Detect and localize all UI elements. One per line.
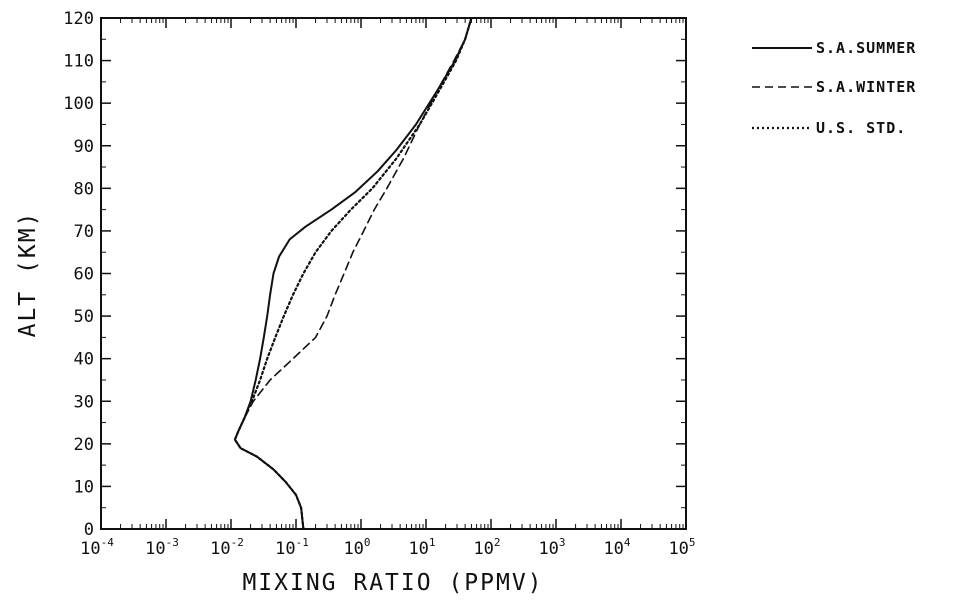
y-tick-label: 60 bbox=[74, 265, 94, 285]
y-tick-label: 50 bbox=[74, 307, 94, 327]
x-tick-labels: 10-4 10-3 10-2 10-1 100 101 102 103 104 105 bbox=[80, 536, 695, 559]
x-tick-label: 104 bbox=[603, 536, 630, 559]
x-tick-label: 10-1 bbox=[275, 536, 309, 559]
legend-label: S.A.WINTER bbox=[816, 78, 916, 96]
y-axis-title: ALT (KM) bbox=[15, 211, 41, 338]
y-tick-label: 110 bbox=[63, 52, 94, 72]
plot-frame bbox=[100, 17, 687, 530]
legend-label: U.S. STD. bbox=[816, 119, 906, 137]
y-tick-labels: 0 10 20 30 40 50 60 70 80 90 100 110 120 bbox=[63, 9, 94, 540]
legend: S.A.SUMMER S.A.WINTER U.S. STD. bbox=[752, 39, 916, 137]
x-tick-label: 10-4 bbox=[80, 536, 114, 559]
axis-ticks bbox=[100, 17, 687, 530]
x-tick-label: 10-3 bbox=[145, 536, 179, 559]
y-tick-label: 10 bbox=[74, 477, 94, 497]
series-line-dashed bbox=[234, 17, 473, 530]
series-line-dotted bbox=[233, 16, 473, 531]
y-tick-label: 30 bbox=[74, 392, 94, 412]
x-tick-label: 100 bbox=[343, 536, 370, 559]
x-tick-label: 10-2 bbox=[210, 536, 244, 559]
y-tick-label: 120 bbox=[63, 9, 94, 29]
y-tick-label: 40 bbox=[74, 350, 94, 370]
x-axis-title: MIXING RATIO (PPMV) bbox=[242, 570, 543, 596]
legend-label: S.A.SUMMER bbox=[816, 39, 916, 57]
y-tick-label: 80 bbox=[74, 179, 94, 199]
x-tick-label: 105 bbox=[668, 536, 695, 559]
series-layer bbox=[233, 16, 473, 531]
x-tick-label: 101 bbox=[408, 536, 435, 559]
y-tick-label: 90 bbox=[74, 137, 94, 157]
y-tick-label: 70 bbox=[74, 222, 94, 242]
y-tick-label: 100 bbox=[63, 94, 94, 114]
x-tick-label: 103 bbox=[538, 536, 565, 559]
y-tick-label: 20 bbox=[74, 435, 94, 455]
x-tick-label: 102 bbox=[473, 536, 500, 559]
y-tick-label: 0 bbox=[84, 520, 94, 540]
